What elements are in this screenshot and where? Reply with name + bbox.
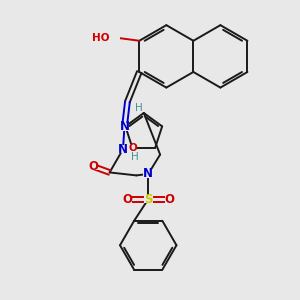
FancyBboxPatch shape <box>165 195 173 203</box>
FancyBboxPatch shape <box>118 145 128 153</box>
Text: O: O <box>128 143 137 153</box>
FancyBboxPatch shape <box>108 34 120 42</box>
Text: H: H <box>131 152 139 162</box>
FancyBboxPatch shape <box>143 170 153 178</box>
FancyBboxPatch shape <box>89 163 98 170</box>
Text: O: O <box>122 193 132 206</box>
Text: N: N <box>119 121 130 134</box>
FancyBboxPatch shape <box>128 144 137 152</box>
Text: N: N <box>118 143 128 156</box>
FancyBboxPatch shape <box>144 195 153 203</box>
Text: O: O <box>88 160 98 173</box>
Text: S: S <box>144 193 152 206</box>
Text: H: H <box>135 103 142 113</box>
FancyBboxPatch shape <box>123 195 132 203</box>
Text: N: N <box>143 167 153 180</box>
FancyBboxPatch shape <box>120 123 129 131</box>
Text: HO: HO <box>92 33 110 43</box>
Text: O: O <box>164 193 174 206</box>
